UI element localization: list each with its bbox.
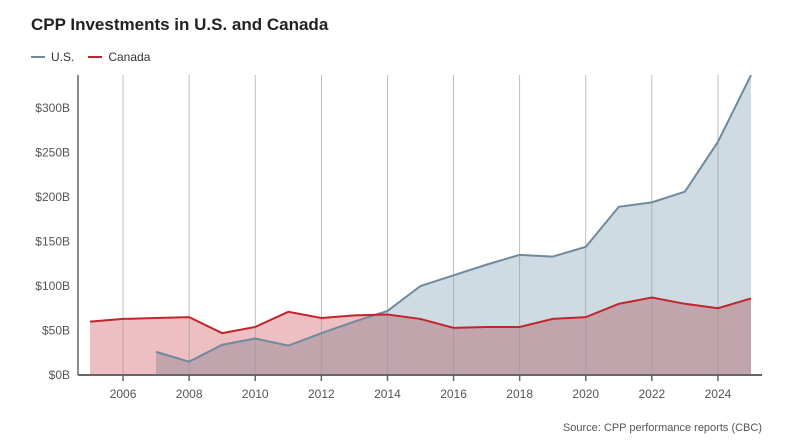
x-tick-label-2018: 2018 [506,387,533,401]
x-tick-label-2024: 2024 [705,387,732,401]
x-tick-label-2016: 2016 [440,387,467,401]
y-tick-label-100: $100B [35,279,70,293]
y-tick-label-0: $0B [49,368,70,382]
x-tick-label-2012: 2012 [308,387,335,401]
x-tick-label-2006: 2006 [110,387,137,401]
y-tick-label-300: $300B [35,101,70,115]
x-tick-label-2010: 2010 [242,387,269,401]
line-canada [89,296,752,335]
legend: U.S. Canada [31,50,150,64]
x-tick-label-2022: 2022 [638,387,665,401]
legend-label-us: U.S. [51,50,75,64]
chart-title: CPP Investments in U.S. and Canada [31,15,329,34]
y-tick-label-200: $200B [35,190,70,204]
legend-label-canada: Canada [108,50,151,64]
y-tick-label-250: $250B [35,146,70,160]
legend-swatch-canada [88,56,103,58]
legend-item-us: U.S. [31,50,74,64]
legend-swatch-us [31,56,45,58]
area-us [156,75,752,375]
line-us [155,74,752,363]
x-tick-label-2020: 2020 [572,387,599,401]
legend-item-canada: Canada [88,50,150,64]
source-note: Source: CPP performance reports (CBC) [562,422,762,434]
x-tick-label-2008: 2008 [176,387,203,401]
y-tick-label-50: $50B [42,324,70,338]
x-tick-label-2014: 2014 [374,387,401,401]
y-tick-label-150: $150B [35,235,70,249]
